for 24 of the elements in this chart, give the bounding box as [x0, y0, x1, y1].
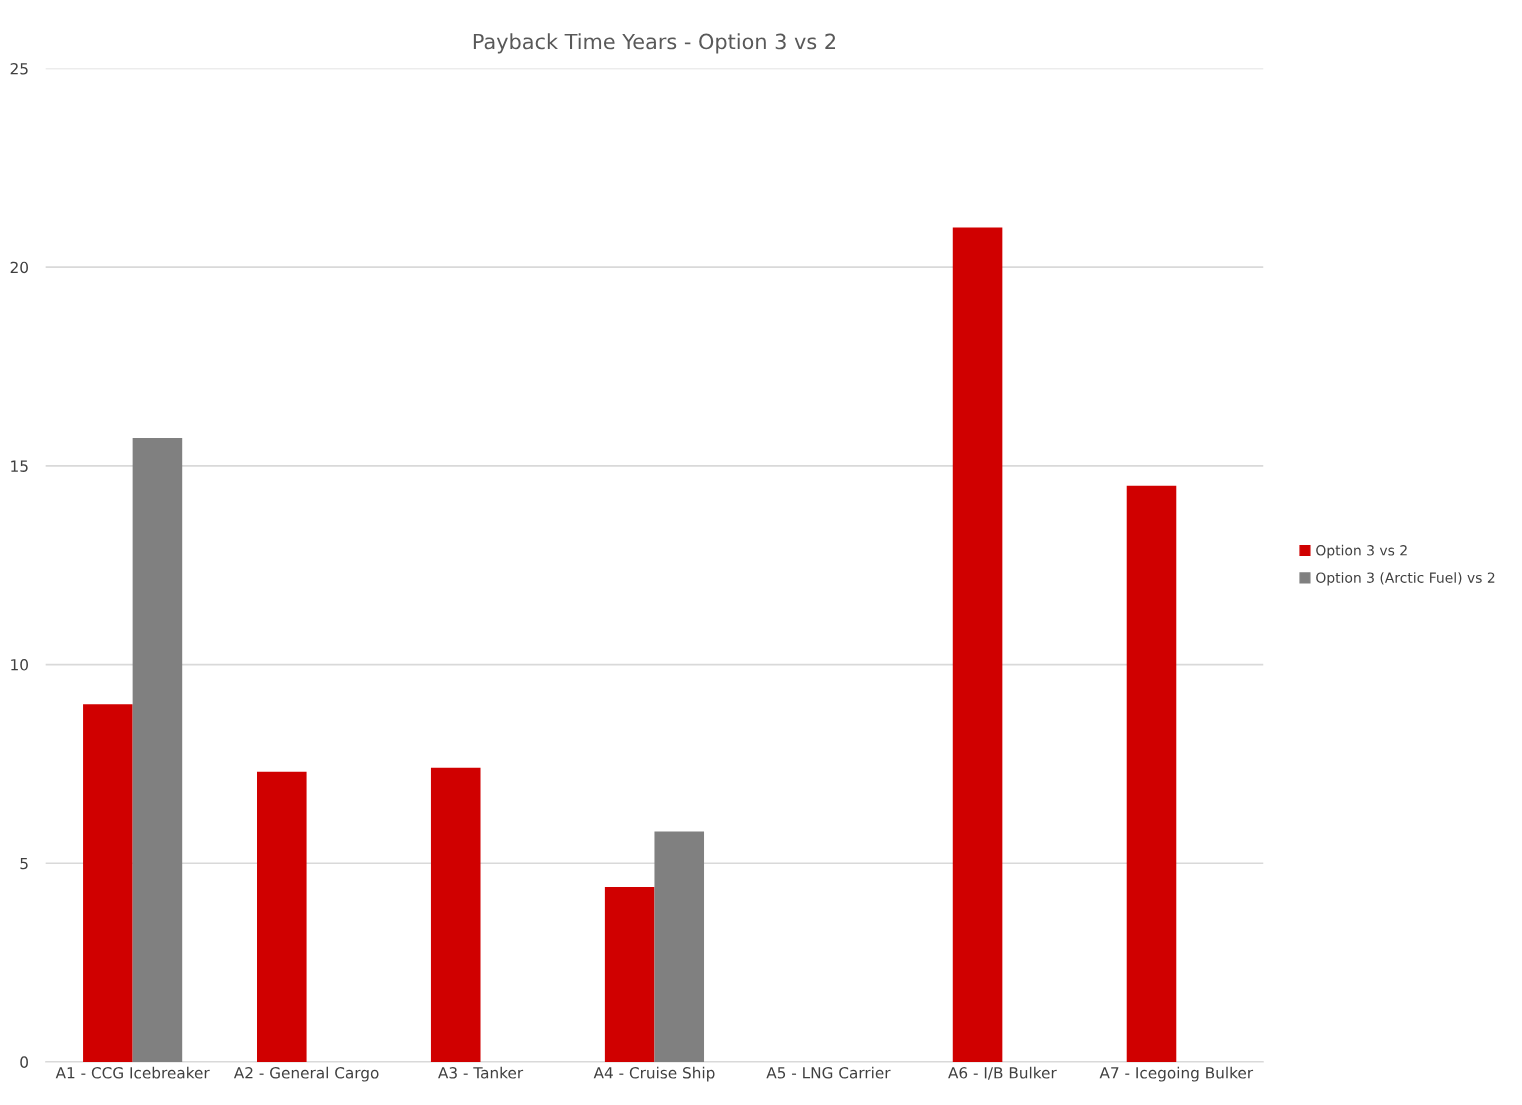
y-tick-label: 0	[20, 1056, 28, 1068]
bar	[257, 771, 307, 1062]
chart-title: Payback Time Years - Option 3 vs 2	[473, 33, 836, 54]
bar	[132, 438, 183, 1062]
bar	[1126, 485, 1177, 1062]
bar	[952, 227, 1003, 1062]
x-tick-label: A2 - General Cargo	[233, 1066, 379, 1082]
legend-label: Option 3 (Arctic Fuel) vs 2	[1316, 572, 1495, 586]
y-tick-label: 5	[20, 857, 28, 870]
x-tick-label: A4 - Cruise Ship	[593, 1066, 715, 1082]
bar	[654, 831, 705, 1062]
bar	[430, 767, 481, 1062]
bar	[604, 887, 655, 1062]
y-tick-label: 10	[11, 659, 28, 671]
x-tick-label: A3 - Tanker	[438, 1066, 524, 1079]
x-tick-label: A5 - LNG Carrier	[766, 1066, 891, 1079]
y-tick-label: 15	[11, 460, 28, 472]
y-tick-label: 25	[10, 62, 28, 75]
bar	[83, 704, 133, 1062]
x-tick-label: A1 - CCG Icebreaker	[55, 1066, 210, 1079]
x-tick-label: A7 - Icegoing Bulker	[1099, 1066, 1254, 1082]
y-tick-label: 20	[10, 261, 28, 274]
legend-label: Option 3 vs 2	[1316, 544, 1407, 559]
x-tick-label: A6 - I/B Bulker	[948, 1066, 1057, 1080]
